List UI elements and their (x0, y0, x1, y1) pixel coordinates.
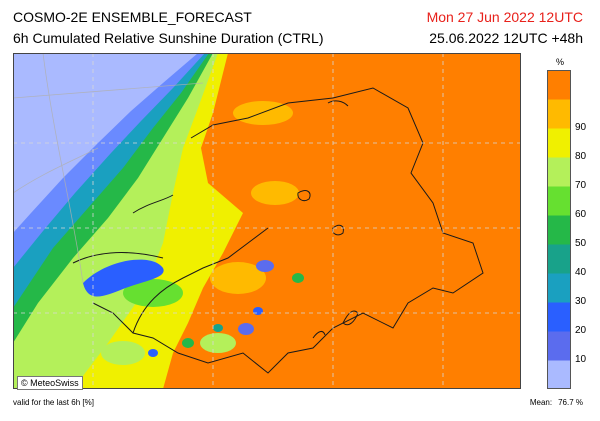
legend-tick: 90 (575, 122, 587, 133)
mean-label: Mean: (529, 398, 553, 407)
map-cell (182, 338, 194, 348)
legend-swatch (547, 99, 571, 129)
map-patch (210, 262, 266, 294)
sunshine-map (13, 53, 521, 389)
map-lake-outline (297, 190, 311, 202)
map-border (132, 227, 269, 334)
map-cell (253, 307, 263, 315)
legend-tick: 70 (575, 180, 587, 191)
legend-swatch (547, 186, 571, 216)
color-legend (547, 70, 571, 389)
map-patch (200, 333, 236, 353)
legend-tick: 40 (575, 267, 587, 278)
map-cell (213, 324, 223, 332)
legend-swatch (547, 70, 571, 100)
copyright-label: © MeteoSwiss (17, 376, 83, 390)
legend-swatch (547, 128, 571, 158)
map-cell (148, 349, 158, 357)
legend-swatch (547, 273, 571, 303)
valid-date: Mon 27 Jun 2022 12UTC (426, 9, 583, 25)
legend-tick: 20 (575, 325, 587, 336)
map-cell (256, 260, 274, 272)
legend-tick: 50 (575, 238, 587, 249)
map-lake (83, 259, 164, 297)
legend-tick: 10 (575, 354, 587, 365)
mean-readout: Mean: 76.7 % (524, 398, 583, 407)
map-lake-outline (132, 194, 174, 214)
legend-swatch (547, 157, 571, 187)
map-patch (123, 279, 183, 307)
map-border (92, 87, 484, 374)
map-cell (292, 273, 304, 283)
legend-swatch (547, 331, 571, 361)
legend-swatch (547, 244, 571, 274)
run-info: 25.06.2022 12UTC +48h (429, 30, 583, 46)
model-title: COSMO-2E ENSEMBLE_FORECAST (13, 9, 252, 25)
legend-unit: % (555, 57, 565, 67)
legend-swatch (547, 302, 571, 332)
map-patch (101, 341, 145, 365)
legend-swatch (547, 360, 571, 389)
map-band-lightblue (13, 53, 198, 233)
footer-note: valid for the last 6h [%] (13, 398, 94, 407)
map-patch (251, 181, 299, 205)
map-lake-outline (327, 100, 349, 107)
legend-tick: 30 (575, 296, 587, 307)
mean-value: 76.7 % (558, 398, 583, 407)
map-lake-outline (312, 330, 326, 339)
parameter-title: 6h Cumulated Relative Sunshine Duration … (13, 30, 324, 46)
map-cell (238, 323, 254, 335)
legend-swatch (547, 215, 571, 245)
legend-tick: 80 (575, 151, 587, 162)
legend-tick: 60 (575, 209, 587, 220)
